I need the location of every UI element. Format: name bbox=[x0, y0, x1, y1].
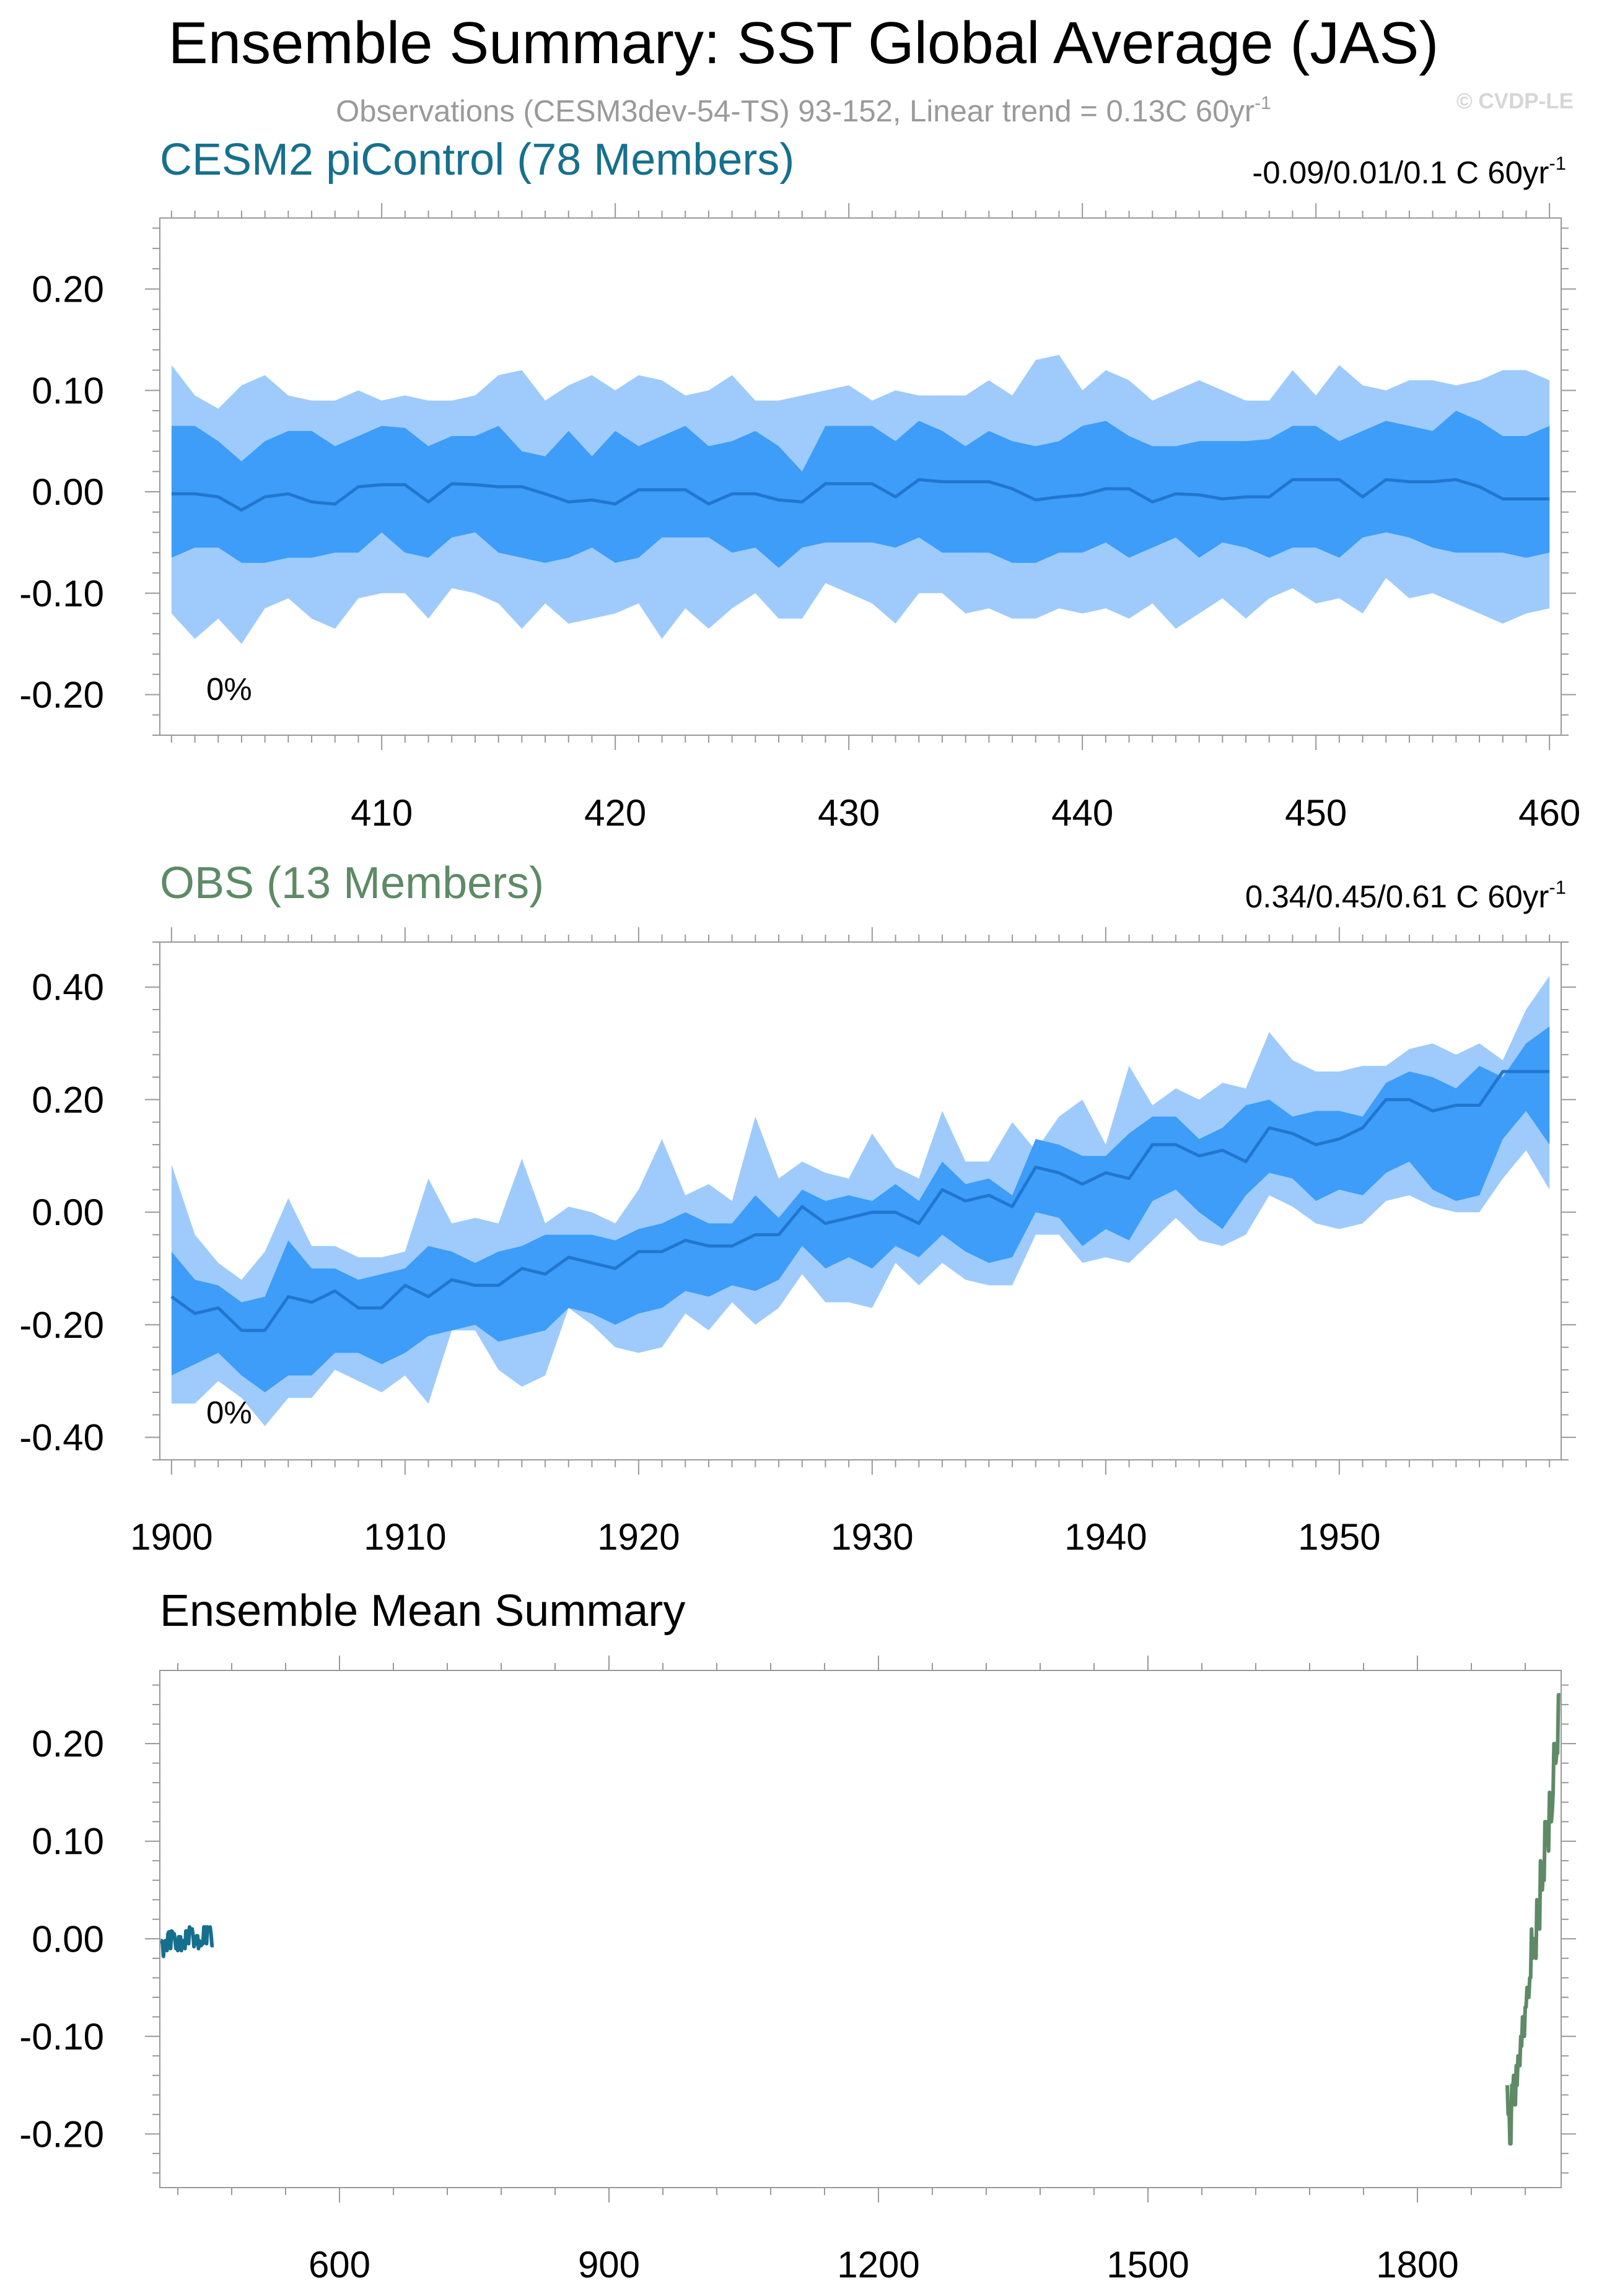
p3-x-tick-label: 1800 bbox=[1376, 2244, 1458, 2285]
p1-x-tick-label: 420 bbox=[584, 792, 646, 834]
cesm2-picontrol-trend-stat: -0.09/0.01/0.1 C 60yr-1 bbox=[1252, 152, 1566, 190]
p1-ensemble-mean-line bbox=[171, 478, 1550, 512]
p2-x-tick-label: 1920 bbox=[597, 1516, 680, 1558]
p2-plot-frame bbox=[159, 941, 1562, 1460]
p2-y-tick-label: 0.40 bbox=[32, 967, 104, 1008]
obs-trend-stat: 0.34/0.45/0.61 C 60yr-1 bbox=[1245, 876, 1566, 914]
p2-y-tick-label: -0.20 bbox=[19, 1304, 104, 1346]
p2-y-tick-label: -0.40 bbox=[19, 1417, 104, 1459]
cesm2-trend-stat-text: -0.09/0.01/0.1 C 60yr bbox=[1252, 155, 1549, 190]
obs-panel: 1900 1910 1920 1930 1940 1950 -0.40 -0.20 0.00 0.… bbox=[19, 927, 1576, 1558]
figure-subtitle: Observations (CESM3dev-54-TS) 93-152, Li… bbox=[336, 93, 1271, 128]
p3-y-tick-label: 0.10 bbox=[32, 1821, 104, 1862]
p3-y-tick-label: 0.20 bbox=[32, 1723, 104, 1765]
cesm2-picontrol-label: CESM2 piControl (78 Members) bbox=[160, 135, 794, 185]
p3-y-tick-label: 0.00 bbox=[32, 1918, 104, 1960]
p1-x-tick-label: 460 bbox=[1518, 792, 1580, 834]
watermark: © CVDP-LE bbox=[1456, 89, 1574, 113]
p2-x-tick-label: 1940 bbox=[1064, 1516, 1147, 1558]
p3-x-tick-label: 600 bbox=[309, 2244, 370, 2285]
p2-x-tick-label: 1950 bbox=[1298, 1516, 1380, 1558]
p1-y-tick-label: -0.20 bbox=[19, 674, 104, 716]
figure-subtitle-exponent: -1 bbox=[1255, 93, 1271, 113]
p1-y-tick-label: 0.20 bbox=[32, 269, 104, 310]
p1-y-tick-label: 0.00 bbox=[32, 471, 104, 513]
p3-x-tick-label: 1500 bbox=[1106, 2244, 1189, 2285]
p1-y-tick-label: -0.10 bbox=[19, 573, 104, 614]
figure-title: Ensemble Summary: SST Global Average (JA… bbox=[169, 10, 1439, 76]
cesm2-picontrol-panel: 410 420 430 440 450 460 -0.20 -0.10 0.00 0.10 0.20 bbox=[19, 203, 1580, 834]
p3-y-tick-label: -0.20 bbox=[19, 2113, 104, 2155]
p1-x-tick-label: 410 bbox=[351, 792, 413, 834]
p2-ensemble-mean-line bbox=[170, 1070, 1550, 1332]
p3-series-p2-mean bbox=[1505, 1693, 1562, 2146]
ensemble-mean-summary-label: Ensemble Mean Summary bbox=[160, 1586, 685, 1636]
p2-x-tick-label: 1900 bbox=[130, 1516, 212, 1558]
p2-inner-spread-band bbox=[171, 1026, 1550, 1392]
p1-x-tick-label: 450 bbox=[1285, 792, 1347, 834]
obs-percent-label: 0% bbox=[206, 1395, 252, 1430]
cesm2-percent-label: 0% bbox=[206, 671, 252, 707]
cesm2-trend-stat-exponent: -1 bbox=[1549, 152, 1566, 174]
obs-trend-stat-exponent: -1 bbox=[1549, 876, 1566, 898]
figure-subtitle-text: Observations (CESM3dev-54-TS) 93-152, Li… bbox=[336, 95, 1255, 128]
p1-y-tick-label: 0.10 bbox=[32, 370, 104, 411]
ensemble-mean-summary-panel: 600 900 1200 1500 1800 -0.20 -0.10 0.00 0.10 0.20 bbox=[19, 1656, 1576, 2285]
p2-x-tick-label: 1910 bbox=[364, 1516, 446, 1558]
p3-x-tick-label: 900 bbox=[578, 2244, 640, 2285]
p1-x-tick-label: 430 bbox=[818, 792, 880, 834]
p3-series-p1-mean bbox=[159, 1925, 215, 1958]
p3-plot-frame bbox=[159, 1670, 1562, 2188]
p2-y-tick-label: 0.20 bbox=[32, 1079, 104, 1120]
p1-plot-frame bbox=[159, 217, 1562, 736]
p3-x-tick-label: 1200 bbox=[837, 2244, 919, 2285]
p1-x-tick-label: 440 bbox=[1051, 792, 1113, 834]
obs-trend-stat-text: 0.34/0.45/0.61 C 60yr bbox=[1245, 879, 1549, 914]
obs-label: OBS (13 Members) bbox=[160, 858, 544, 908]
p1-inner-spread-band bbox=[171, 411, 1550, 568]
p2-x-tick-label: 1930 bbox=[831, 1516, 913, 1558]
p2-y-tick-label: 0.00 bbox=[32, 1192, 104, 1233]
p3-y-tick-label: -0.10 bbox=[19, 2016, 104, 2058]
